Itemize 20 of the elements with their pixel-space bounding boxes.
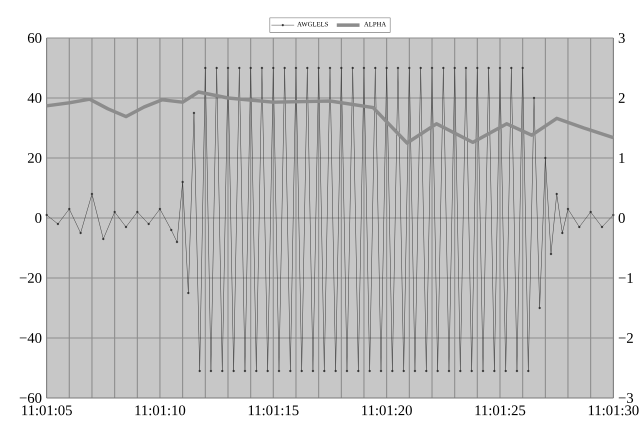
- y-tick-label: −40: [20, 333, 42, 343]
- y-tick-label: −20: [20, 273, 42, 283]
- y-tick-label: −60: [20, 393, 42, 403]
- x-tick-label: 11:01:15: [248, 405, 299, 416]
- y2-tick-label: 3: [618, 33, 625, 43]
- y-tick-label: 0: [35, 213, 42, 223]
- y2-tick-label: −1: [618, 273, 633, 283]
- x-tick-label: 11:01:20: [362, 405, 412, 416]
- y2-tick-label: −2: [618, 333, 633, 343]
- y-tick-label: 20: [28, 153, 42, 163]
- x-tick-label: 11:01:25: [475, 405, 526, 416]
- x-tick-label: 11:01:30: [588, 405, 639, 416]
- y2-tick-label: −3: [618, 393, 634, 403]
- x-tick-label: 11:01:10: [135, 405, 186, 416]
- y2-tick-label: 2: [618, 93, 625, 103]
- y2-tick-label: 0: [618, 213, 625, 223]
- y-tick-label: 40: [28, 93, 42, 103]
- y-tick-label: 60: [28, 33, 42, 43]
- x-tick-label: 11:01:05: [22, 405, 72, 416]
- y2-tick-label: 1: [619, 153, 624, 163]
